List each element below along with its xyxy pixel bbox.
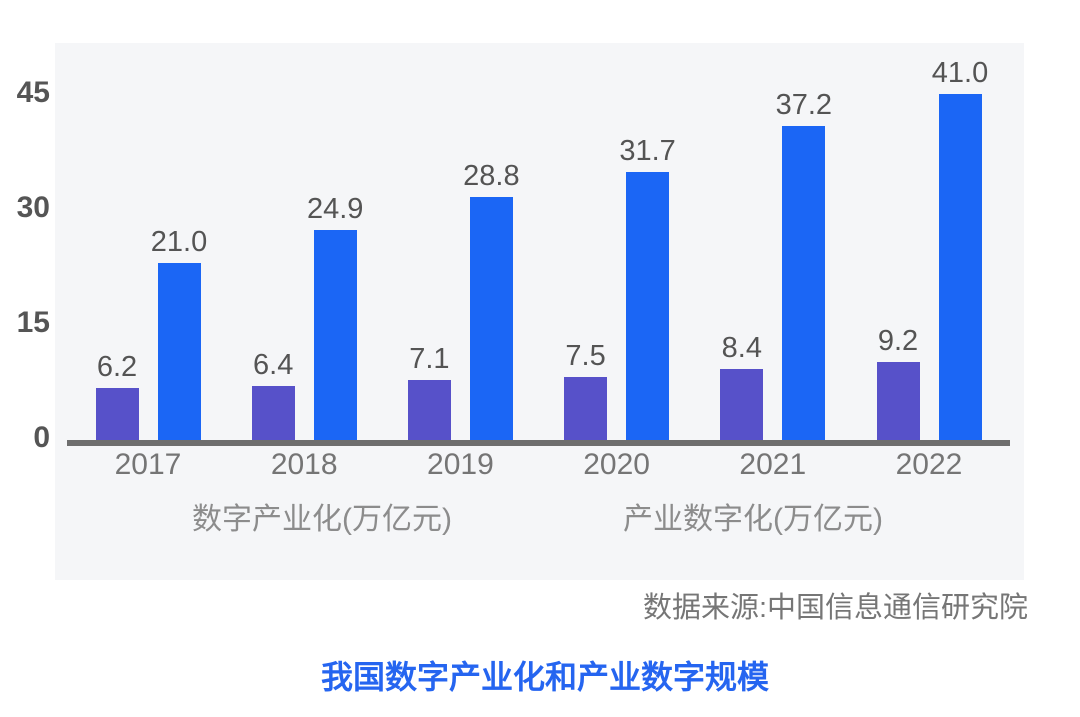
bar-value-label: 41.0: [931, 57, 989, 89]
x-axis-line: [67, 440, 1010, 446]
y-axis-tick-label: 45: [16, 75, 50, 109]
bar-industry-digitalization: [782, 126, 826, 440]
x-axis-category-label: 2018: [270, 448, 338, 481]
bar-value-label: 24.9: [306, 193, 364, 225]
bar-value-label: 6.2: [96, 351, 138, 383]
x-axis-category-label: 2019: [427, 448, 494, 481]
chart-title: 我国数字产业化和产业数字规模: [320, 659, 770, 695]
bar-industry-digitalization: [938, 94, 982, 440]
y-axis-tick-label: 15: [16, 305, 50, 339]
chart-plot-area: [55, 43, 1024, 580]
bar-industry-digitalization: [626, 172, 670, 440]
bar-digital-industrialization: [720, 369, 764, 440]
bar-value-label: 6.4: [253, 349, 294, 381]
legend-item-digital-industrialization: 数字产业化(万亿元): [192, 503, 452, 536]
bar-value-label: 37.2: [775, 89, 833, 121]
bar-value-label: 9.2: [877, 325, 919, 357]
bar-digital-industrialization: [564, 377, 608, 440]
data-source-note: 数据来源:中国信息通信研究院: [642, 592, 1028, 624]
bar-value-label: 7.1: [409, 343, 450, 375]
bar-value-label: 7.5: [565, 340, 606, 372]
bar-digital-industrialization: [876, 362, 920, 440]
bar-digital-industrialization: [251, 386, 295, 440]
bar-digital-industrialization: [95, 388, 139, 440]
bar-industry-digitalization: [313, 230, 357, 440]
bar-digital-industrialization: [407, 380, 451, 440]
x-axis-category-label: 2017: [114, 448, 182, 481]
bar-industry-digitalization: [469, 197, 513, 440]
x-axis-category-label: 2022: [895, 448, 963, 481]
bar-value-label: 8.4: [721, 332, 762, 364]
bar-value-label: 31.7: [619, 135, 676, 167]
bar-value-label: 28.8: [463, 160, 520, 192]
x-axis-category-label: 2021: [739, 448, 807, 481]
x-axis-category-label: 2020: [583, 448, 650, 481]
y-axis-tick-label: 0: [33, 421, 50, 454]
bar-industry-digitalization: [157, 263, 201, 440]
bar-value-label: 21.0: [150, 226, 208, 258]
legend-item-industry-digitalization: 产业数字化(万亿元): [623, 503, 883, 536]
y-axis-tick-label: 30: [16, 190, 50, 224]
